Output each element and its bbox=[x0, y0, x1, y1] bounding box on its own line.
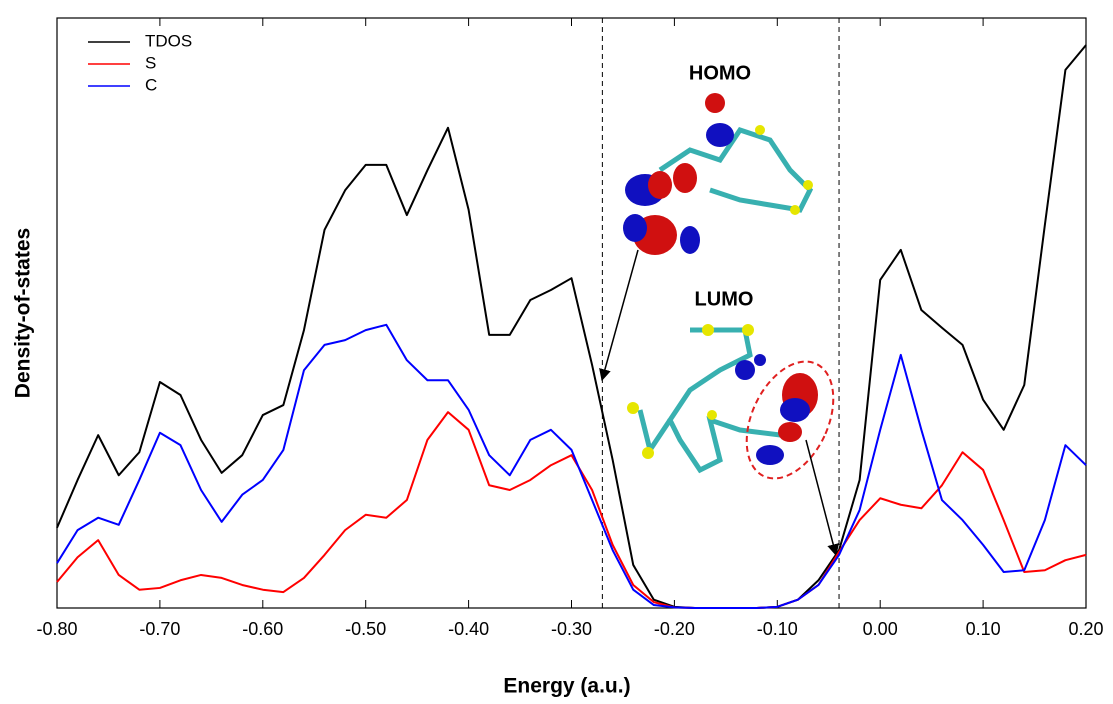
x-tick-label: -0.60 bbox=[242, 619, 283, 639]
lumo-molecule bbox=[627, 324, 835, 480]
homo-label: HOMO bbox=[689, 62, 751, 84]
homo-arrow bbox=[599, 249, 639, 382]
x-tick-label: -0.40 bbox=[448, 619, 489, 639]
y-axis-label: Density-of-states bbox=[12, 228, 35, 398]
x-axis-label: Energy (a.u.) bbox=[503, 675, 630, 698]
x-tick-label: 0.20 bbox=[1068, 619, 1103, 639]
x-tick-label: -0.80 bbox=[36, 619, 77, 639]
lumo-label: LUMO bbox=[695, 288, 754, 310]
series-line bbox=[56, 411, 1087, 609]
x-tick-label: 0.00 bbox=[863, 619, 898, 639]
x-tick-label: -0.10 bbox=[757, 619, 798, 639]
x-tick-label: -0.70 bbox=[139, 619, 180, 639]
lumo-arrow bbox=[805, 439, 840, 557]
series-line bbox=[56, 44, 1087, 609]
legend-label: C bbox=[145, 75, 157, 94]
homo-molecule bbox=[623, 93, 814, 255]
x-tick-label: 0.10 bbox=[966, 619, 1001, 639]
legend-label: TDOS bbox=[145, 31, 192, 50]
series-line bbox=[56, 323, 1087, 609]
x-tick-label: -0.20 bbox=[654, 619, 695, 639]
x-tick-label: -0.50 bbox=[345, 619, 386, 639]
x-tick-label: -0.30 bbox=[551, 619, 592, 639]
legend-label: S bbox=[145, 53, 156, 72]
plot-frame bbox=[56, 17, 1087, 609]
